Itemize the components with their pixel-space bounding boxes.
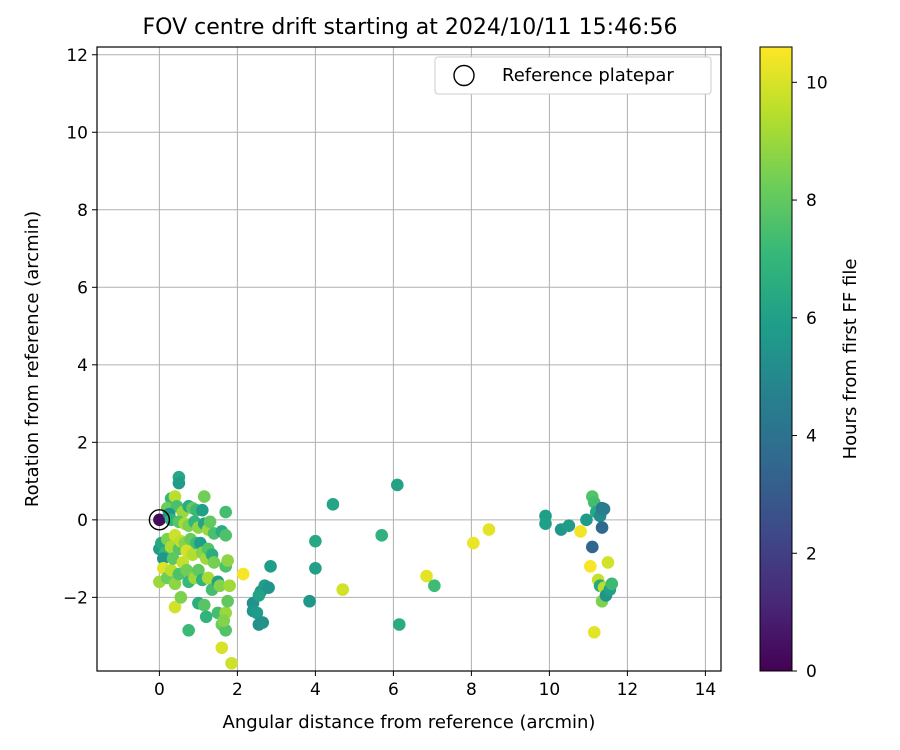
data-point [197,490,211,503]
colorbar-ticks: 0 2 4 6 8 10 [792,73,828,682]
data-point [303,594,316,608]
y-tick-label: −2 [63,588,88,608]
data-point [203,515,217,529]
x-tick-label: 12 [617,680,639,700]
x-tick-label: 6 [388,680,399,700]
data-point [326,498,340,511]
data-point [309,534,322,548]
data-point [236,567,250,581]
data-point [225,656,238,670]
data-point [574,525,587,538]
data-point [420,569,433,583]
data-point [256,616,270,629]
y-tick-label: 2 [77,433,88,453]
data-point [192,563,205,577]
data-point [157,552,170,565]
data-point [428,579,441,593]
y-tick-label: 0 [77,511,88,531]
data-point [597,502,611,516]
data-point [221,554,234,567]
x-tick-label: 14 [695,680,717,700]
data-point [219,624,232,637]
legend-box [434,56,712,95]
data-point [262,581,275,594]
data-point [201,571,215,585]
data-point [252,589,266,602]
y-axis-label: Rotation from reference (arcmin) [22,211,43,507]
legend: Reference platepar [434,56,712,95]
data-point [215,641,229,655]
legend-marker-open-circle [453,64,475,87]
grid [97,47,721,671]
y-axis-ticks: −2 0 2 4 6 8 10 12 [63,46,97,608]
y-tick-label: 12 [66,46,88,66]
x-tick-label: 2 [232,680,243,700]
colorbar-tick-label: 2 [806,544,817,564]
data-point [166,552,180,565]
x-tick-label: 0 [154,680,165,700]
data-point [153,513,166,527]
data-point [168,577,182,591]
data-point [375,529,389,542]
x-axis-label: Angular distance from reference (arcmin) [223,712,596,733]
y-tick-label: 8 [77,201,88,221]
data-point [539,517,552,531]
chart-title: FOV centre drift starting at 2024/10/11 … [143,15,678,40]
reference-platepar-marker [148,509,171,531]
data-point [186,548,199,562]
y-tick-label: 10 [66,123,88,143]
data-point [196,503,209,517]
data-point [595,521,609,534]
data-point [219,505,232,519]
data-point [182,624,195,637]
data-point [207,556,221,569]
x-tick-label: 4 [310,680,321,700]
colorbar [759,46,793,672]
data-point [168,600,182,614]
colorbar-tick-label: 4 [806,427,817,447]
data-point [213,579,227,593]
data-point [180,563,193,577]
data-point [586,540,599,554]
data-point [197,598,211,612]
x-axis-ticks: 0 2 4 6 8 10 12 14 [154,671,716,700]
data-point [172,476,186,490]
data-point [580,513,593,527]
y-tick-label: 4 [77,356,88,376]
colorbar-tick-label: 10 [806,73,828,93]
plot-frame [96,46,722,672]
data-point [584,560,597,573]
colorbar-label: Hours from first FF file [840,259,861,460]
data-point [264,560,277,573]
colorbar-tick-label: 0 [806,662,817,682]
data-point [482,523,496,536]
data-point [174,591,188,604]
data-point [250,606,264,620]
data-point [601,556,615,569]
data-point [168,490,182,503]
data-point [221,594,234,608]
data-point [562,519,576,532]
data-point [587,625,601,639]
data-point [336,583,350,596]
colorbar-tick-label: 8 [806,191,817,211]
data-point [217,614,231,627]
scatter-points [148,470,619,670]
x-tick-label: 10 [539,680,561,700]
data-point [392,618,406,631]
data-point [467,536,480,550]
legend-label: Reference platepar [502,65,674,86]
data-point [219,529,232,542]
y-tick-label: 6 [77,278,88,298]
data-point [199,610,213,624]
data-point [309,561,322,575]
x-tick-label: 8 [466,680,477,700]
data-point [223,579,236,593]
colorbar-tick-label: 6 [806,309,817,329]
data-point [391,478,404,492]
data-point [605,577,619,591]
